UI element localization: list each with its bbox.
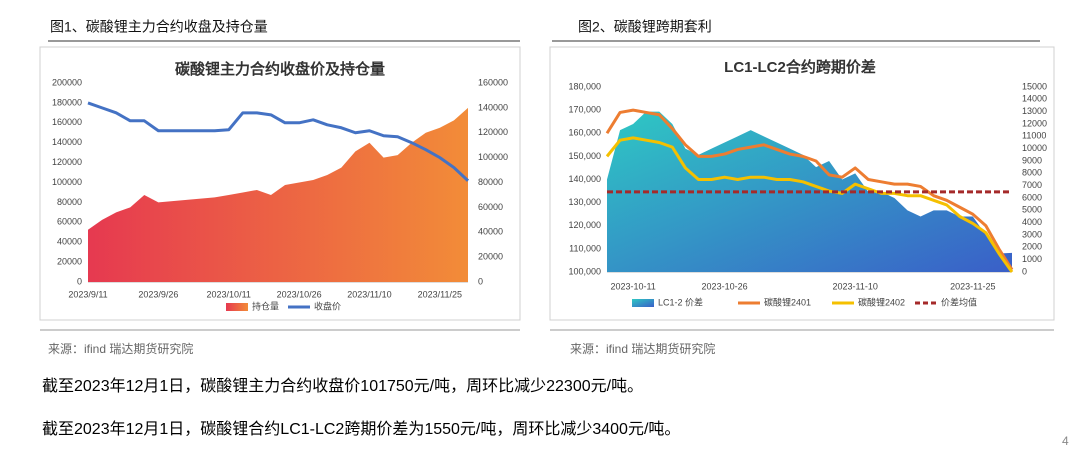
legend-label: 碳酸锂2402: [858, 296, 905, 307]
y-tick-label: 40000: [57, 237, 82, 247]
legend-label: LC1-2 价差: [658, 296, 703, 307]
y2-tick-label: 140000: [478, 102, 508, 112]
y2-tick-label: 3000: [1022, 229, 1042, 239]
y2-tick-label: 120000: [478, 127, 508, 137]
y2-tick-label: 160000: [478, 77, 508, 87]
x-tick-label: 2023/11/10: [347, 289, 391, 299]
y2-tick-label: 0: [1022, 266, 1027, 276]
y2-tick-label: 100000: [478, 152, 508, 162]
legend-swatch: [632, 299, 654, 307]
y2-tick-label: 60000: [478, 202, 503, 212]
y2-tick-label: 15000: [1022, 81, 1047, 91]
y2-tick-label: 14000: [1022, 94, 1047, 104]
y2-tick-label: 9000: [1022, 155, 1042, 165]
y2-tick-label: 11000: [1022, 131, 1046, 141]
y-tick-label: 0: [77, 276, 82, 286]
source: 来源：ifind 瑞达期货研究院: [570, 341, 715, 356]
y2-tick-label: 6000: [1022, 192, 1042, 202]
x-tick-label: 2023-10-26: [702, 281, 748, 291]
y2-tick-label: 0: [478, 276, 483, 286]
legend-label: 碳酸锂2401: [764, 296, 811, 307]
x-tick-label: 2023-11-10: [833, 281, 878, 291]
y-tick-label: 180,000: [568, 81, 601, 91]
y-tick-label: 130,000: [568, 197, 601, 207]
y-tick-label: 110,000: [569, 243, 601, 253]
x-tick-label: 2023-10-11: [610, 281, 655, 291]
y-tick-label: 150,000: [568, 151, 601, 161]
chart-title: LC1-LC2合约跨期价差: [724, 58, 876, 76]
y2-tick-label: 20000: [478, 252, 503, 262]
legend-label: 持仓量: [252, 300, 279, 311]
y-tick-label: 200000: [52, 77, 82, 87]
y-tick-label: 180000: [52, 97, 82, 107]
y2-tick-label: 7000: [1022, 180, 1042, 190]
y-tick-label: 60000: [57, 217, 82, 227]
paragraph: 截至2023年12月1日，碳酸锂主力合约收盘价101750元/吨，周环比减少22…: [42, 376, 643, 395]
y-tick-label: 120,000: [568, 220, 601, 230]
source: 来源：ifind 瑞达期货研究院: [48, 341, 193, 356]
x-tick-label: 2023/9/11: [68, 289, 107, 299]
legend-label: 价差均值: [941, 296, 977, 307]
legend-swatch: [226, 303, 248, 311]
y2-tick-label: 12000: [1022, 118, 1047, 128]
area: [88, 107, 468, 282]
y-tick-label: 100000: [52, 177, 82, 187]
legend-label: 收盘价: [314, 300, 341, 311]
y-tick-label: 140000: [52, 137, 82, 147]
x-tick-label: 2023/10/26: [277, 289, 322, 299]
y-tick-label: 20000: [57, 256, 82, 266]
y-tick-label: 160,000: [568, 128, 601, 138]
line: [87, 101, 470, 182]
x-tick-label: 2023/9/26: [138, 289, 178, 299]
y-tick-label: 160000: [52, 117, 82, 127]
x-tick-label: 2023/11/25: [418, 289, 462, 299]
paragraph: 截至2023年12月1日，碳酸锂合约LC1-LC2跨期价差为1550元/吨，周环…: [42, 420, 680, 438]
chart-title: 碳酸锂主力合约收盘价及持仓量: [175, 60, 385, 78]
line: [605, 136, 1014, 273]
y-tick-label: 80000: [57, 197, 82, 207]
page-number: 4: [1062, 434, 1069, 448]
y2-tick-label: 5000: [1022, 205, 1042, 215]
y2-tick-label: 2000: [1022, 242, 1042, 252]
figure-caption: 图1、碳酸锂主力合约收盘及持仓量: [50, 19, 268, 35]
y-tick-label: 170,000: [568, 105, 601, 115]
y-tick-label: 120000: [52, 157, 82, 167]
line: [605, 108, 1014, 271]
y2-tick-label: 10000: [1022, 143, 1047, 153]
y2-tick-label: 80000: [478, 177, 503, 187]
figure-caption: 图2、碳酸锂跨期套利: [578, 19, 712, 35]
y-tick-label: 140,000: [568, 174, 601, 184]
y-tick-label: 100,000: [568, 266, 601, 276]
y2-tick-label: 8000: [1022, 168, 1042, 178]
y2-tick-label: 13000: [1022, 106, 1047, 116]
y2-tick-label: 1000: [1022, 254, 1042, 264]
y2-tick-label: 40000: [478, 227, 503, 237]
x-tick-label: 2023-11-25: [950, 281, 995, 291]
x-tick-label: 2023/10/11: [207, 289, 251, 299]
y2-tick-label: 4000: [1022, 217, 1042, 227]
